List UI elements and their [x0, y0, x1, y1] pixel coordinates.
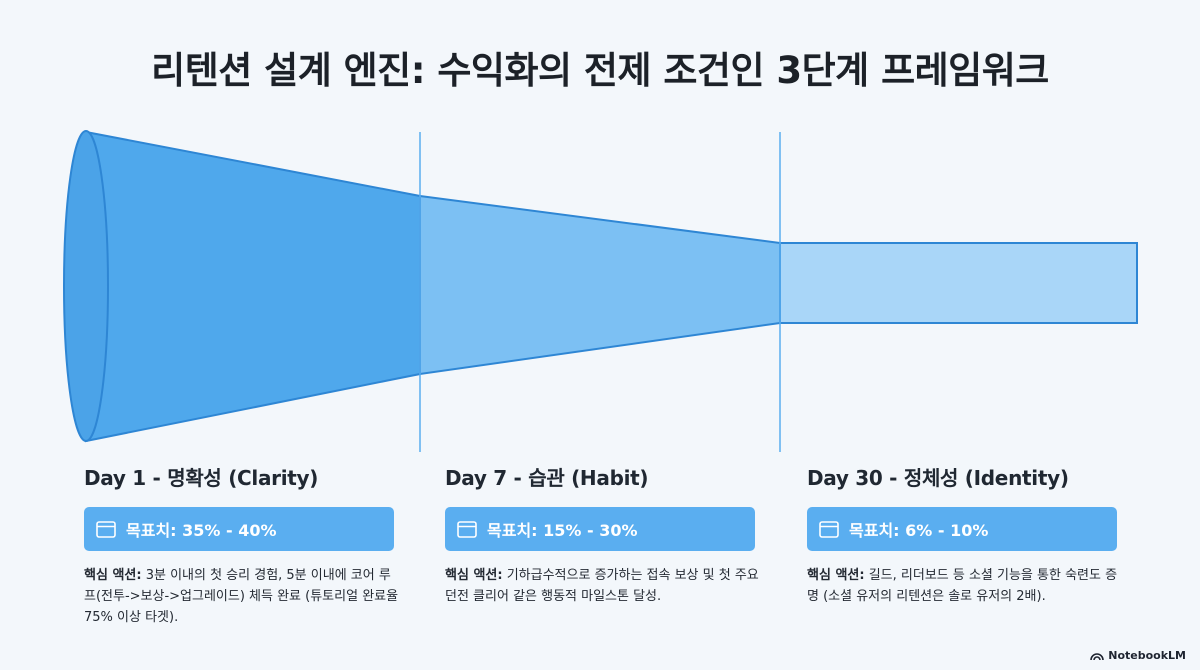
notebooklm-logo-icon: [1090, 652, 1105, 660]
goal-badge: 목표치: 35% - 40%: [84, 507, 394, 551]
action-label: 핵심 액션:: [84, 568, 142, 583]
goal-badge: 목표치: 6% - 10%: [807, 507, 1117, 551]
stage-heading: Day 1 - 명확성 (Clarity): [84, 466, 319, 490]
stage-day30: Day 30 - 정체성 (Identity) 목표치: 6% - 10% 핵심…: [807, 462, 1147, 607]
goal-text: 목표치: 6% - 10%: [849, 521, 989, 540]
window-icon: [819, 520, 839, 538]
goal-badge: 목표치: 15% - 30%: [445, 507, 755, 551]
funnel-mouth: [63, 130, 109, 442]
stage-description: 핵심 액션: 기하급수적으로 증가하는 접속 보상 및 첫 주요 던전 클리어 …: [445, 565, 763, 607]
stage-heading: Day 30 - 정체성 (Identity): [807, 466, 1069, 490]
stage-heading: Day 7 - 습관 (Habit): [445, 466, 649, 490]
stage-day1: Day 1 - 명확성 (Clarity) 목표치: 35% - 40% 핵심 …: [84, 462, 424, 628]
goal-text: 목표치: 35% - 40%: [126, 521, 277, 540]
action-text: 기하급수적으로 증가하는 접속 보상 및 첫 주요 던전 클리어 같은 행동적 …: [445, 568, 759, 604]
goal-text: 목표치: 15% - 30%: [487, 521, 638, 540]
funnel-stage-day1: [85, 130, 421, 443]
notebooklm-watermark: NotebookLM: [1090, 649, 1186, 662]
action-text: 길드, 리더보드 등 소셜 기능을 통한 숙련도 증명 (소셜 유저의 리텐션은…: [807, 568, 1118, 604]
funnel-stage-day30: [779, 242, 1138, 324]
window-icon: [96, 520, 116, 538]
funnel-stage-day7: [419, 194, 781, 376]
retention-funnel-diagram: [63, 130, 1138, 452]
action-label: 핵심 액션:: [807, 568, 865, 583]
action-text: 3분 이내의 첫 승리 경험, 5분 이내에 코어 루프(전투->보상->업그레…: [84, 568, 399, 625]
brand-label: NotebookLM: [1108, 649, 1186, 662]
page-title: 리텐션 설계 엔진: 수익화의 전제 조건인 3단계 프레임워크: [151, 49, 1049, 92]
window-icon: [457, 520, 477, 538]
stage-description: 핵심 액션: 길드, 리더보드 등 소셜 기능을 통한 숙련도 증명 (소셜 유…: [807, 565, 1125, 607]
stage-day7: Day 7 - 습관 (Habit) 목표치: 15% - 30% 핵심 액션:…: [445, 462, 785, 607]
stage-description: 핵심 액션: 3분 이내의 첫 승리 경험, 5분 이내에 코어 루프(전투->…: [84, 565, 402, 628]
action-label: 핵심 액션:: [445, 568, 503, 583]
